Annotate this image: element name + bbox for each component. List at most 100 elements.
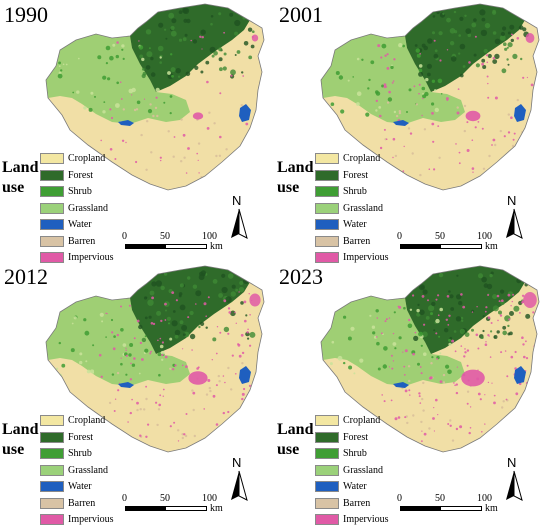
impervious-dot bbox=[456, 366, 458, 368]
legend-title-line2: use bbox=[2, 441, 25, 458]
shrub-patch bbox=[417, 362, 420, 366]
impervious-dot bbox=[388, 439, 391, 441]
forest-patch bbox=[192, 284, 198, 289]
forest-patch bbox=[427, 72, 431, 77]
north-letter: N bbox=[507, 455, 517, 470]
scale-tick-label: 0 bbox=[122, 231, 127, 242]
shrub-patch bbox=[387, 97, 393, 102]
forest-patch bbox=[151, 281, 157, 287]
shrub-patch bbox=[390, 65, 394, 70]
forest-patch bbox=[198, 325, 201, 329]
legend-swatch bbox=[315, 481, 339, 492]
impervious-dot bbox=[160, 319, 163, 323]
forest-patch bbox=[202, 273, 206, 277]
forest-patch bbox=[428, 305, 435, 312]
shrub-patch bbox=[92, 344, 95, 347]
impervious-dot bbox=[240, 333, 244, 337]
barren-patch bbox=[483, 173, 487, 176]
impervious-dot bbox=[409, 132, 413, 135]
impervious-dot bbox=[392, 332, 395, 335]
forest-patch bbox=[482, 315, 485, 318]
impervious-dot bbox=[472, 171, 474, 173]
impervious-dot bbox=[141, 358, 144, 361]
barren-patch bbox=[213, 122, 216, 125]
north-arrow-icon bbox=[506, 208, 523, 239]
barren-patch bbox=[407, 365, 411, 368]
legend-swatch bbox=[315, 464, 339, 476]
impervious-dot bbox=[116, 41, 119, 44]
impervious-dot bbox=[418, 392, 421, 395]
scale-segment bbox=[165, 506, 207, 511]
impervious-dot bbox=[432, 140, 435, 143]
north-letter: N bbox=[232, 455, 242, 470]
impervious-dot bbox=[510, 116, 513, 119]
impervious-dot bbox=[386, 53, 389, 56]
barren-patch bbox=[180, 118, 183, 121]
impervious-dot bbox=[183, 433, 186, 436]
forest-patch bbox=[416, 268, 421, 273]
legend-label: Impervious bbox=[68, 514, 114, 525]
impervious-dot bbox=[390, 354, 393, 357]
impervious-dot bbox=[222, 375, 225, 377]
impervious-dot bbox=[139, 434, 142, 437]
shrub-patch bbox=[115, 103, 120, 108]
impervious-dot bbox=[216, 326, 219, 328]
impervious-dot bbox=[130, 362, 132, 365]
impervious-dot bbox=[519, 312, 521, 314]
forest-patch bbox=[142, 8, 146, 11]
shrub-patch bbox=[168, 322, 170, 325]
impervious-dot bbox=[109, 108, 112, 111]
impervious-dot bbox=[162, 395, 164, 397]
shrub-patch bbox=[434, 107, 439, 113]
impervious-dot bbox=[138, 40, 140, 42]
shrub-patch bbox=[122, 343, 127, 347]
forest-patch bbox=[222, 66, 227, 71]
impervious-dot bbox=[375, 336, 378, 338]
legend-label: Cropland bbox=[343, 415, 381, 426]
forest-patch bbox=[518, 26, 522, 30]
forest-patch bbox=[218, 12, 222, 16]
impervious-dot bbox=[515, 392, 519, 396]
barren-patch bbox=[184, 434, 188, 438]
shrub-patch bbox=[131, 363, 136, 367]
forest-patch bbox=[510, 38, 514, 43]
impervious-dot bbox=[177, 440, 180, 442]
impervious-dot bbox=[431, 111, 434, 115]
barren-patch bbox=[423, 128, 427, 131]
impervious-dot bbox=[484, 310, 487, 313]
barren-patch bbox=[209, 389, 212, 393]
forest-patch bbox=[239, 281, 244, 285]
scale-unit: km bbox=[485, 241, 498, 252]
forest-patch bbox=[438, 31, 443, 36]
impervious-dot bbox=[419, 366, 422, 368]
barren-patch bbox=[518, 433, 521, 437]
impervious-dot bbox=[109, 148, 113, 151]
north-arrow-icon bbox=[506, 470, 523, 501]
impervious-dot bbox=[404, 389, 408, 393]
impervious-dot bbox=[192, 391, 196, 395]
water-body bbox=[239, 104, 251, 122]
forest-patch bbox=[181, 324, 188, 331]
forest-patch bbox=[140, 278, 146, 285]
water-body bbox=[393, 120, 409, 126]
impervious-dot bbox=[105, 312, 107, 314]
barren-patch bbox=[241, 362, 244, 365]
impervious-dot bbox=[458, 162, 461, 165]
shrub-patch bbox=[159, 344, 164, 349]
impervious-dot bbox=[182, 348, 184, 350]
forest-patch bbox=[426, 63, 432, 69]
shrub-patch bbox=[158, 373, 161, 377]
shrub-patch bbox=[122, 57, 125, 61]
shrub-patch bbox=[60, 69, 63, 72]
impervious-dot bbox=[469, 406, 472, 408]
forest-patch bbox=[142, 67, 145, 71]
barren-patch bbox=[145, 397, 148, 401]
impervious-dot bbox=[493, 401, 496, 405]
forest-patch bbox=[500, 289, 505, 294]
impervious-dot bbox=[496, 294, 500, 298]
land-use-map bbox=[45, 3, 265, 191]
impervious-dot bbox=[245, 122, 249, 126]
shrub-patch bbox=[447, 369, 452, 375]
impervious-dot bbox=[127, 421, 129, 423]
forest-patch bbox=[431, 301, 436, 307]
